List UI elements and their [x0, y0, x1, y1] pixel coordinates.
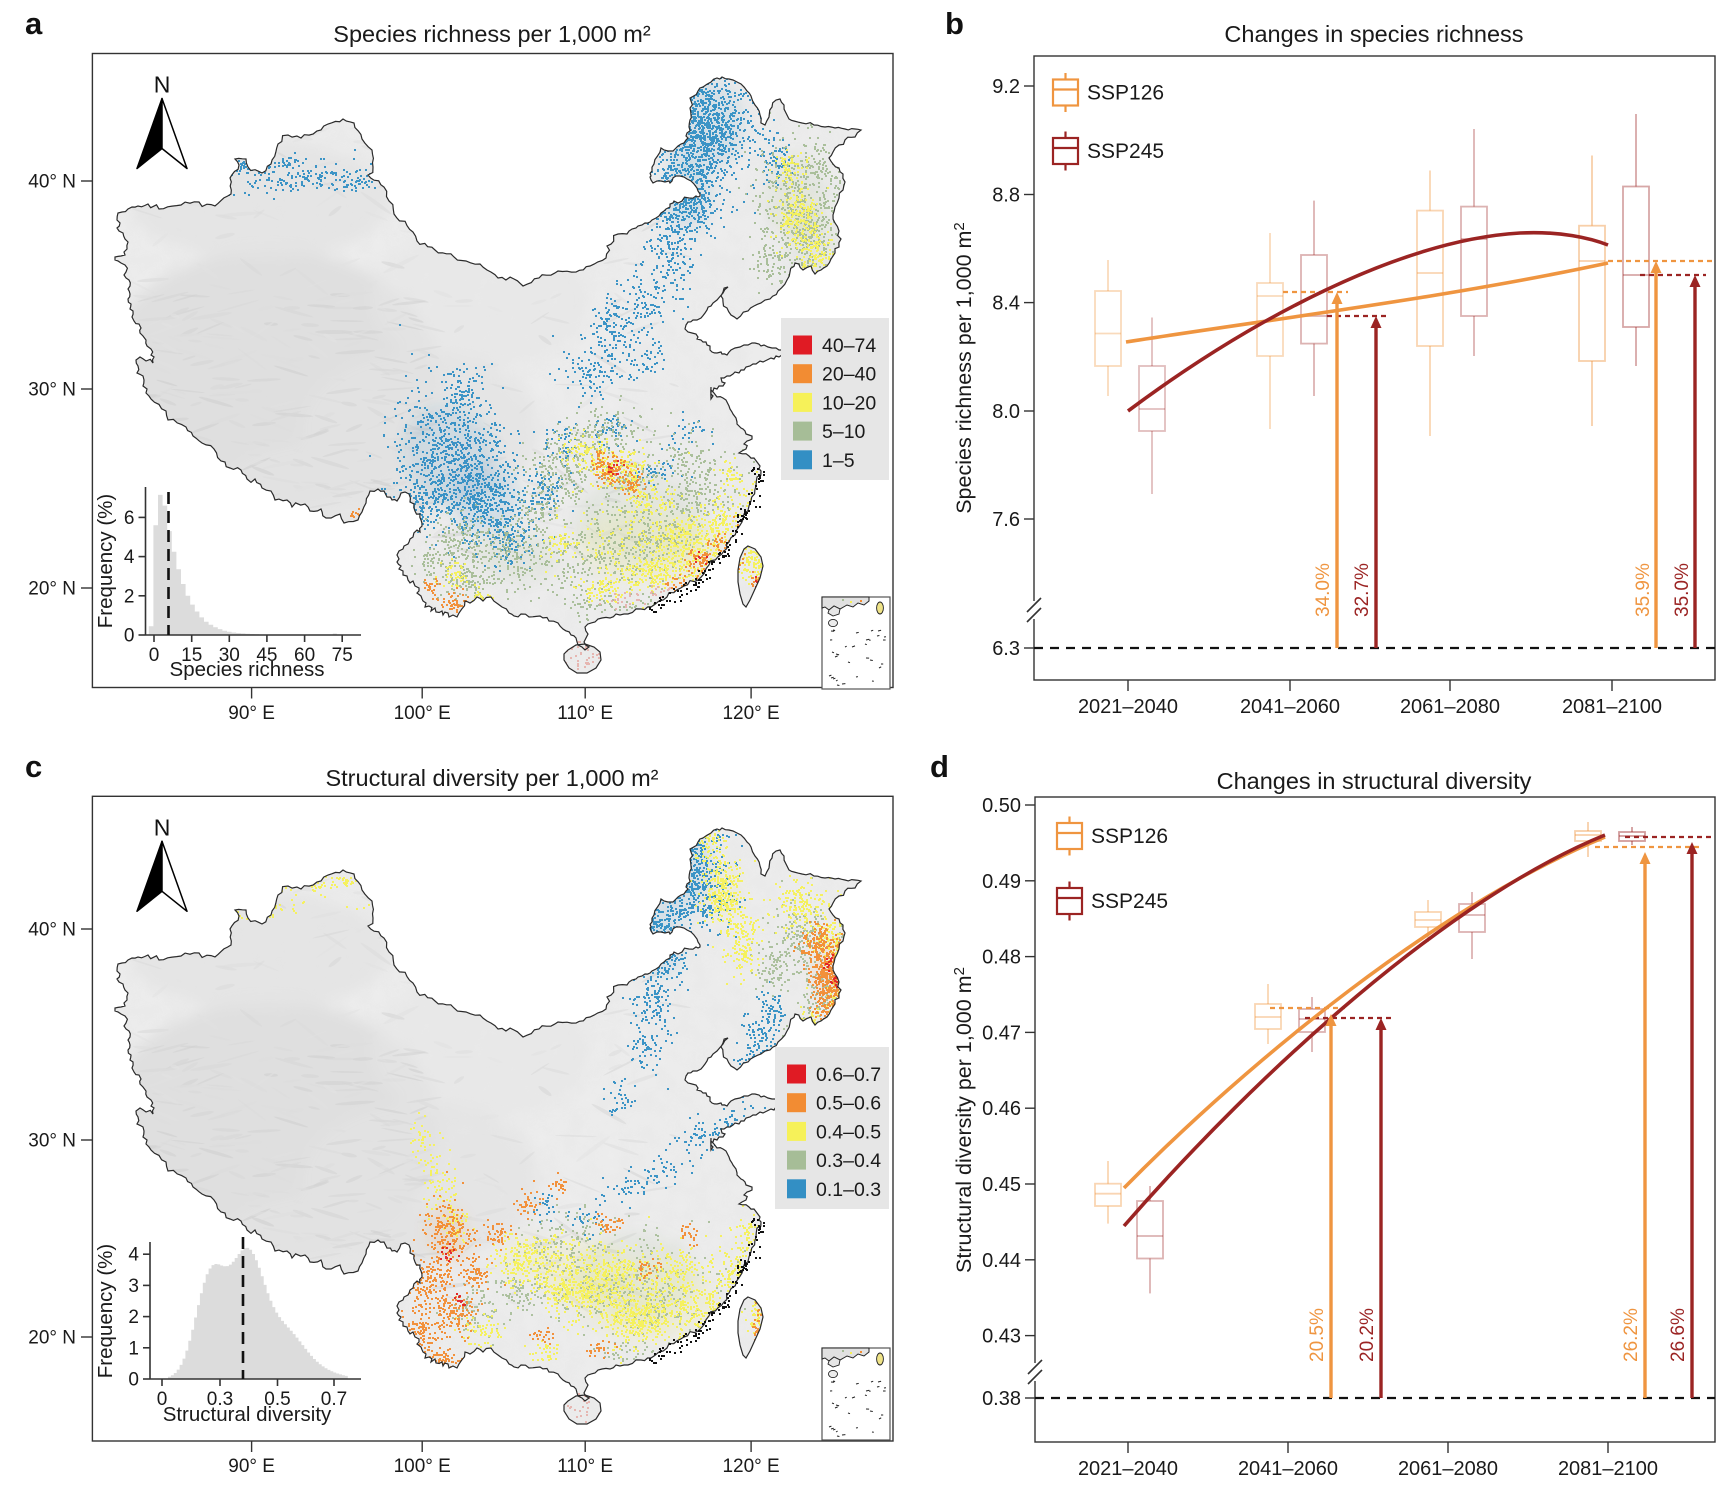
svg-text:5–10: 5–10	[822, 421, 866, 443]
svg-text:8.4: 8.4	[992, 293, 1020, 315]
svg-text:40–74: 40–74	[822, 335, 876, 357]
svg-text:0.49: 0.49	[982, 871, 1021, 893]
svg-text:90° E: 90° E	[228, 703, 275, 724]
svg-text:a: a	[25, 6, 43, 41]
svg-text:0.45: 0.45	[982, 1174, 1021, 1196]
svg-text:SSP245: SSP245	[1087, 140, 1164, 163]
svg-text:20.5%: 20.5%	[1307, 1308, 1328, 1362]
svg-text:2061–2080: 2061–2080	[1400, 696, 1500, 718]
svg-text:20.2%: 20.2%	[1357, 1308, 1378, 1362]
svg-text:26.6%: 26.6%	[1668, 1308, 1689, 1362]
svg-text:9.2: 9.2	[992, 76, 1020, 98]
svg-text:8.0: 8.0	[992, 401, 1020, 423]
svg-text:0.5–0.6: 0.5–0.6	[816, 1093, 881, 1115]
svg-text:0: 0	[124, 626, 135, 647]
svg-text:0.1–0.3: 0.1–0.3	[816, 1179, 881, 1201]
svg-text:Structural diversity: Structural diversity	[163, 1403, 332, 1426]
svg-text:20–40: 20–40	[822, 364, 876, 386]
svg-text:60: 60	[294, 645, 315, 666]
svg-text:3: 3	[128, 1276, 139, 1297]
svg-text:20° N: 20° N	[28, 1328, 76, 1349]
svg-text:1–5: 1–5	[822, 450, 855, 472]
svg-text:120° E: 120° E	[722, 1456, 779, 1477]
svg-text:4: 4	[124, 547, 135, 568]
svg-text:10–20: 10–20	[822, 392, 876, 414]
svg-text:2061–2080: 2061–2080	[1398, 1458, 1498, 1480]
svg-text:0.44: 0.44	[982, 1250, 1021, 1272]
svg-text:120° E: 120° E	[722, 703, 779, 724]
svg-text:c: c	[25, 749, 42, 784]
svg-text:2021–2040: 2021–2040	[1078, 696, 1178, 718]
svg-text:0.4–0.5: 0.4–0.5	[816, 1121, 881, 1143]
svg-text:110° E: 110° E	[557, 703, 613, 724]
svg-text:6.3: 6.3	[992, 638, 1020, 660]
svg-text:20° N: 20° N	[28, 579, 76, 600]
svg-text:0.3–0.4: 0.3–0.4	[816, 1150, 881, 1172]
svg-text:SSP245: SSP245	[1091, 890, 1168, 913]
svg-text:0.43: 0.43	[982, 1326, 1021, 1348]
svg-text:35.0%: 35.0%	[1672, 563, 1693, 617]
svg-text:30° N: 30° N	[28, 1131, 76, 1152]
svg-text:Frequency (%): Frequency (%)	[94, 494, 117, 628]
svg-text:Changes in structural diversit: Changes in structural diversity	[1217, 768, 1532, 794]
svg-text:Species richness: Species richness	[170, 658, 325, 681]
svg-text:0.47: 0.47	[982, 1022, 1021, 1044]
svg-text:30: 30	[219, 645, 240, 666]
svg-text:2: 2	[124, 586, 135, 607]
svg-text:N: N	[154, 72, 171, 98]
svg-text:100° E: 100° E	[394, 703, 451, 724]
svg-text:2081–2100: 2081–2100	[1562, 696, 1662, 718]
svg-text:d: d	[930, 749, 949, 784]
svg-text:Structural diversity per 1,000: Structural diversity per 1,000 m²	[325, 765, 658, 791]
svg-text:30° N: 30° N	[28, 380, 76, 401]
svg-text:2041–2060: 2041–2060	[1238, 1458, 1338, 1480]
svg-text:0.46: 0.46	[982, 1098, 1021, 1120]
svg-text:2081–2100: 2081–2100	[1558, 1458, 1658, 1480]
svg-text:0.5: 0.5	[264, 1389, 290, 1410]
svg-text:SSP126: SSP126	[1087, 82, 1164, 105]
svg-text:Structural diversity per 1,000: Structural diversity per 1,000 m2	[951, 967, 976, 1273]
svg-text:0: 0	[149, 645, 160, 666]
svg-text:75: 75	[332, 645, 353, 666]
svg-text:0.48: 0.48	[982, 947, 1021, 969]
svg-text:45: 45	[256, 645, 277, 666]
svg-text:Species richness per 1,000 m2: Species richness per 1,000 m2	[951, 222, 976, 514]
svg-text:8.8: 8.8	[992, 185, 1020, 207]
svg-text:2041–2060: 2041–2060	[1240, 696, 1340, 718]
svg-text:Species richness per 1,000 m²: Species richness per 1,000 m²	[333, 21, 651, 47]
svg-text:40° N: 40° N	[28, 920, 76, 941]
svg-text:0: 0	[157, 1389, 168, 1410]
svg-text:1: 1	[128, 1338, 139, 1359]
svg-text:2021–2040: 2021–2040	[1078, 1458, 1178, 1480]
svg-text:2: 2	[128, 1307, 139, 1328]
svg-text:0.3: 0.3	[207, 1389, 233, 1410]
svg-text:40° N: 40° N	[28, 172, 76, 193]
svg-text:N: N	[154, 814, 171, 840]
svg-text:32.7%: 32.7%	[1352, 563, 1373, 617]
svg-text:35.9%: 35.9%	[1633, 563, 1654, 617]
svg-text:90° E: 90° E	[228, 1456, 275, 1477]
svg-text:15: 15	[181, 645, 202, 666]
svg-text:0.50: 0.50	[982, 795, 1021, 817]
svg-text:SSP126: SSP126	[1091, 825, 1168, 848]
svg-text:6: 6	[124, 508, 135, 529]
svg-text:4: 4	[128, 1245, 139, 1266]
svg-text:Changes in species richness: Changes in species richness	[1224, 21, 1523, 47]
svg-text:110° E: 110° E	[557, 1456, 613, 1477]
svg-text:0.7: 0.7	[321, 1389, 347, 1410]
svg-text:0: 0	[128, 1370, 139, 1391]
svg-text:34.0%: 34.0%	[1313, 563, 1334, 617]
svg-text:26.2%: 26.2%	[1621, 1308, 1642, 1362]
svg-text:Frequency (%): Frequency (%)	[94, 1244, 117, 1378]
svg-text:7.6: 7.6	[992, 509, 1020, 531]
svg-text:b: b	[945, 6, 964, 41]
svg-text:0.38: 0.38	[982, 1388, 1021, 1410]
svg-text:100° E: 100° E	[394, 1456, 451, 1477]
svg-text:0.6–0.7: 0.6–0.7	[816, 1064, 881, 1086]
